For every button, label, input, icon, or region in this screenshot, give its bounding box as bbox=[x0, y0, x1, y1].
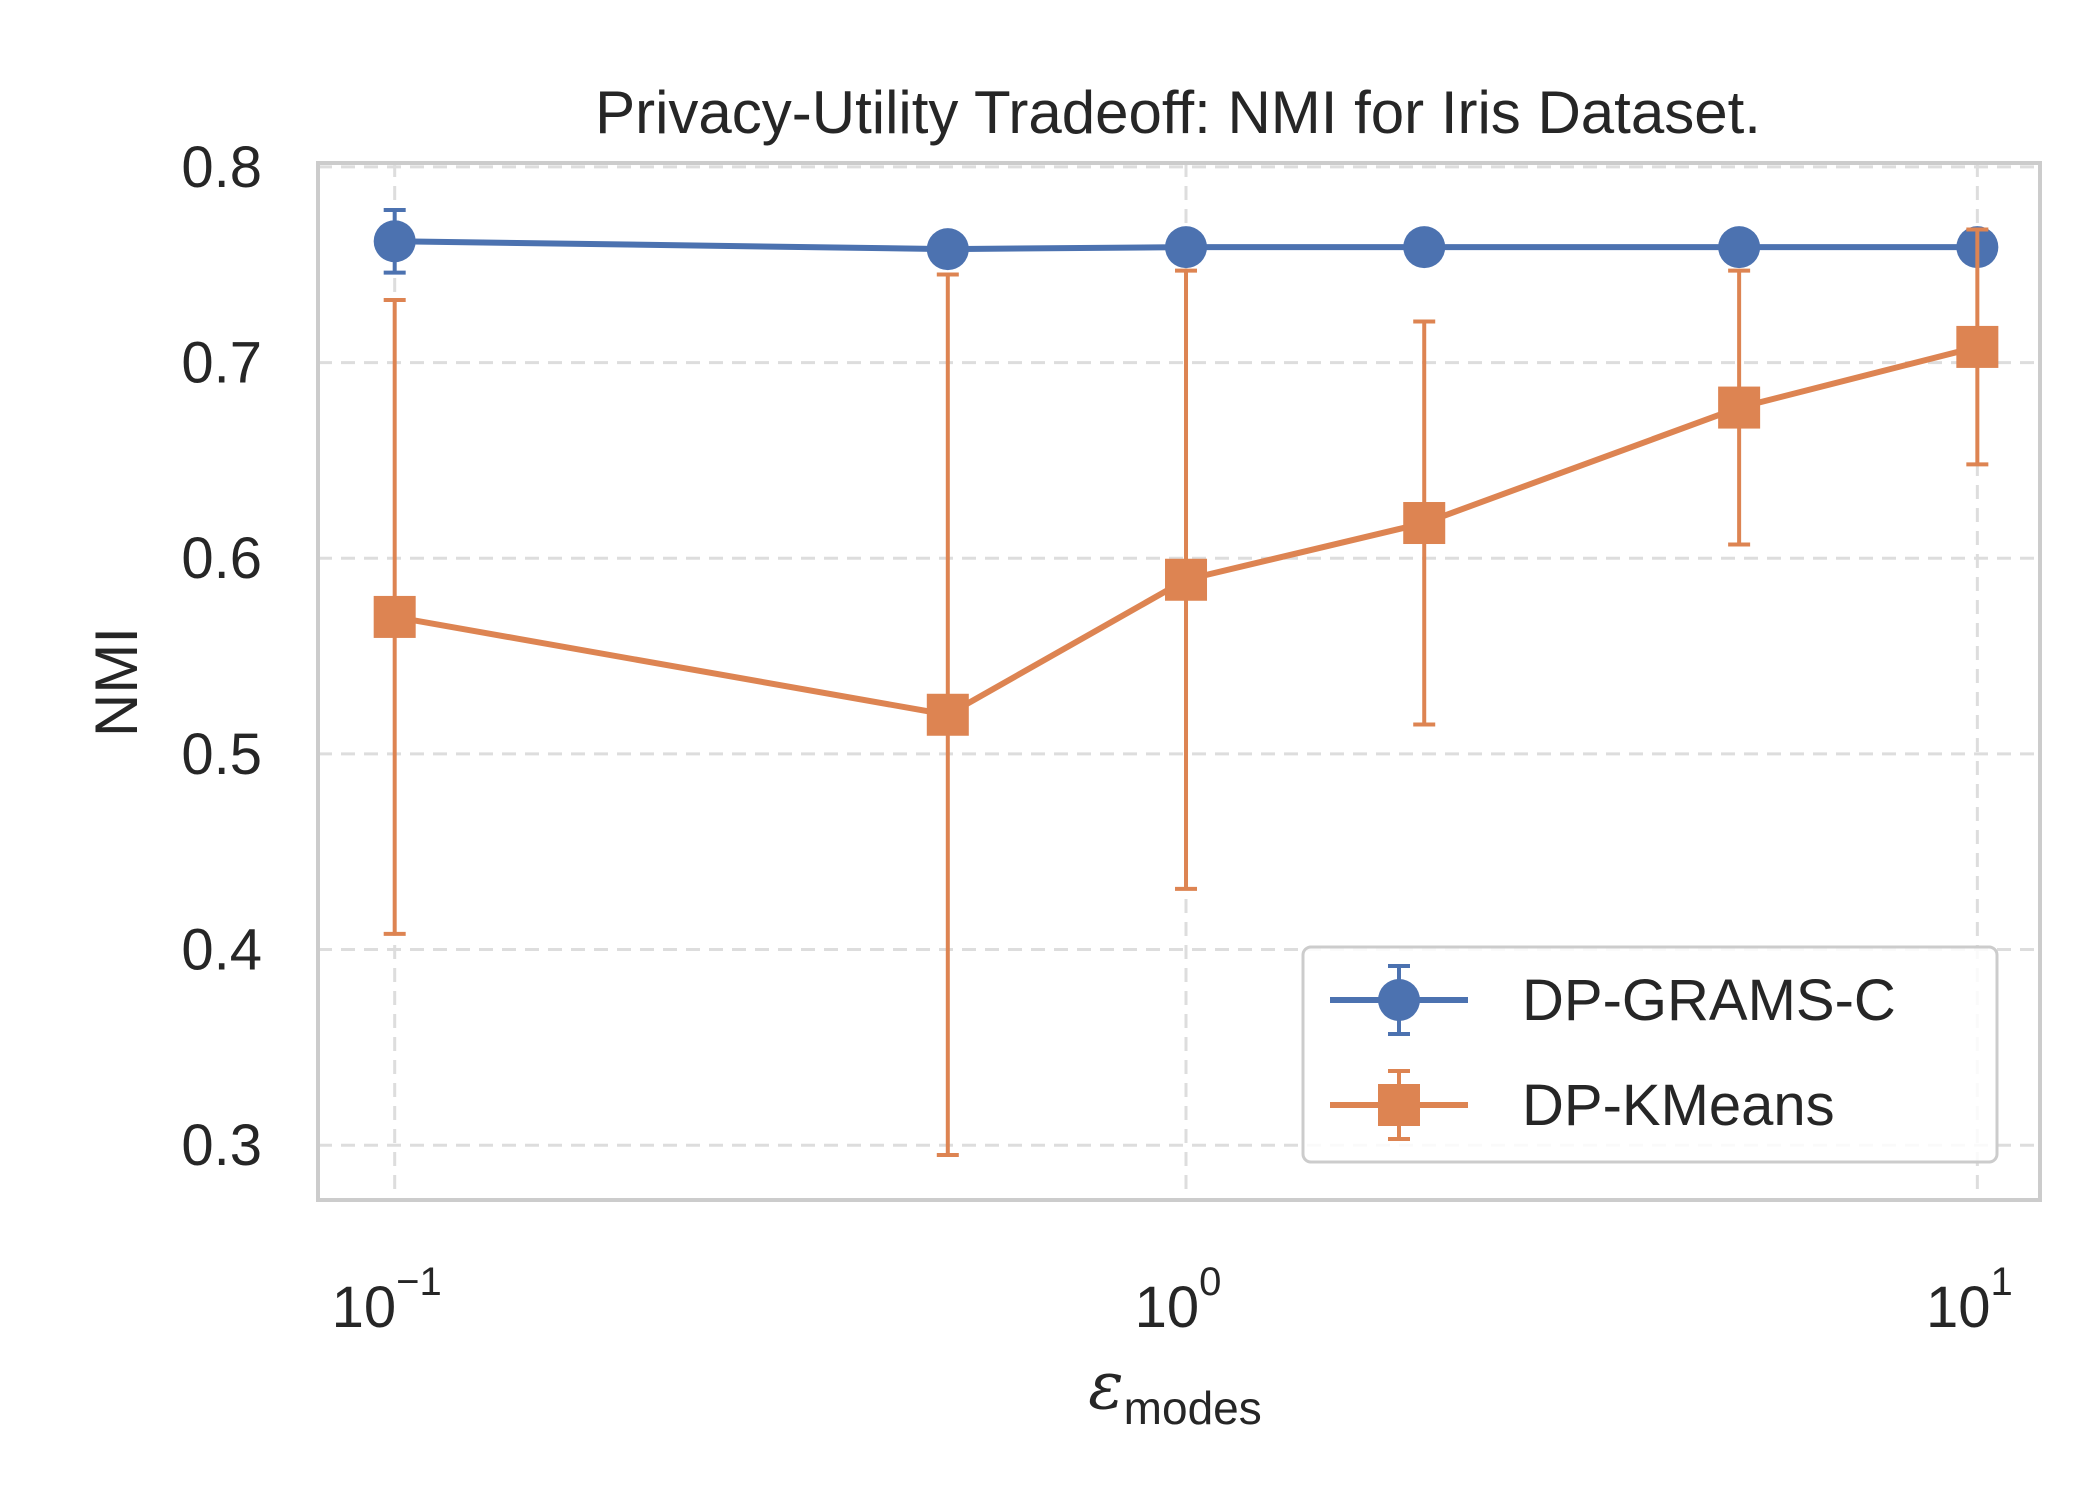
data-point bbox=[1403, 226, 1446, 269]
series-dp-kmeans bbox=[373, 227, 1999, 1157]
legend-box bbox=[1301, 945, 1999, 1164]
y-tick-label: 0.3 bbox=[181, 1113, 262, 1178]
data-point bbox=[373, 595, 416, 638]
x-tick-exponent: −1 bbox=[396, 1260, 442, 1304]
x-axis-label: εmodes bbox=[1088, 1347, 1262, 1434]
data-point bbox=[373, 220, 416, 263]
legend-label: DP-KMeans bbox=[1522, 1073, 1835, 1138]
series-dp-grams-c bbox=[373, 207, 1999, 275]
plot-frame bbox=[316, 161, 2042, 1202]
y-axis-label: NMI bbox=[83, 627, 150, 737]
chart-title: Privacy-Utility Tradeoff: NMI for Iris D… bbox=[595, 79, 1761, 146]
legend-marker bbox=[1378, 1084, 1420, 1126]
y-tick-label: 0.7 bbox=[181, 331, 262, 396]
x-tick-labels: 10−1 100 101 bbox=[332, 1260, 2013, 1340]
legend-label: DP-GRAMS-C bbox=[1522, 968, 1896, 1033]
legend: DP-GRAMS-C DP-KMeans bbox=[1301, 945, 1999, 1164]
x-tick-label: 10−1 bbox=[332, 1260, 442, 1340]
x-tick-base: 10 bbox=[1926, 1275, 1991, 1340]
x-axis-label-symbol: ε bbox=[1088, 1347, 1123, 1424]
y-tick-label: 0.6 bbox=[181, 526, 262, 591]
data-point bbox=[1165, 558, 1208, 601]
data-point bbox=[1718, 226, 1761, 269]
y-tick-labels: 0.3 0.4 0.5 0.6 0.7 0.8 bbox=[181, 135, 262, 1178]
data-point bbox=[1718, 386, 1761, 429]
x-tick-label: 100 bbox=[1135, 1260, 1222, 1340]
y-tick-label: 0.8 bbox=[181, 135, 262, 200]
y-tick-label: 0.4 bbox=[181, 918, 262, 983]
x-tick-base: 10 bbox=[1135, 1275, 1200, 1340]
x-tick-base: 10 bbox=[332, 1275, 397, 1340]
series-line bbox=[394, 344, 1979, 718]
data-point bbox=[1403, 502, 1446, 545]
data-point bbox=[1165, 226, 1208, 269]
legend-item: DP-KMeans bbox=[1330, 1069, 1835, 1141]
series-layer bbox=[373, 207, 1999, 1157]
data-point bbox=[926, 228, 969, 271]
data-point bbox=[1956, 325, 1999, 368]
x-axis-label-subscript: modes bbox=[1124, 1382, 1262, 1434]
data-point bbox=[926, 693, 969, 736]
legend-marker bbox=[1378, 979, 1420, 1021]
x-tick-exponent: 0 bbox=[1199, 1260, 1221, 1304]
series-line bbox=[394, 238, 1978, 253]
y-tick-label: 0.5 bbox=[181, 722, 262, 787]
x-tick-label: 101 bbox=[1926, 1260, 2013, 1340]
x-tick-exponent: 1 bbox=[1990, 1260, 2012, 1304]
legend-item: DP-GRAMS-C bbox=[1330, 964, 1896, 1036]
grid bbox=[318, 163, 2040, 1200]
